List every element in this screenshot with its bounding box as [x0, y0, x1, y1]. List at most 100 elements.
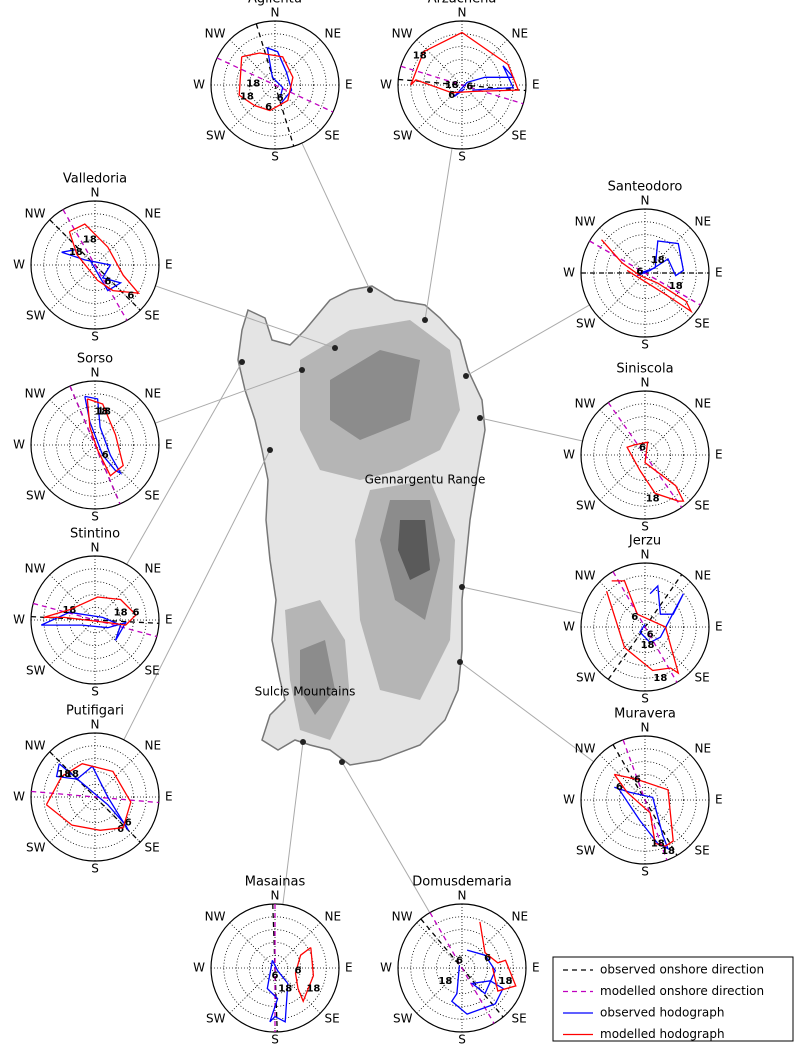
- hour-label: 18: [114, 607, 128, 618]
- compass-label: N: [91, 366, 100, 380]
- compass-label: SW: [576, 316, 596, 330]
- hour-label: 18: [499, 976, 513, 987]
- compass-label: NE: [324, 27, 341, 41]
- compass-label: W: [563, 448, 575, 462]
- hour-label: 18: [57, 769, 71, 780]
- plot-title: Masainas: [245, 875, 306, 890]
- compass-label: SW: [26, 308, 46, 322]
- compass-label: S: [458, 150, 466, 164]
- map-label: Sulcis Mountains: [255, 685, 356, 699]
- compass-label: SE: [144, 308, 159, 322]
- hour-label: 6: [484, 953, 491, 964]
- compass-label: NW: [25, 207, 46, 221]
- compass-label: S: [271, 150, 279, 164]
- hour-label: 6: [272, 971, 279, 982]
- plot-title: Muravera: [614, 707, 676, 722]
- hour-label: 6: [466, 81, 473, 92]
- compass-label: N: [458, 889, 467, 903]
- legend-label: observed hodograph: [600, 1006, 724, 1020]
- compass-label: W: [13, 613, 25, 627]
- compass-label: NE: [694, 742, 711, 756]
- compass-label: NE: [144, 739, 161, 753]
- polar-plot: NNEESESSWWNWDomusdemaria618618: [380, 875, 539, 1047]
- compass-label: NW: [575, 397, 596, 411]
- compass-label: SE: [694, 670, 709, 684]
- hour-label: 6: [631, 612, 638, 623]
- compass-label: E: [345, 961, 353, 975]
- connector: [466, 305, 590, 376]
- compass-label: NW: [575, 215, 596, 229]
- hour-label: 6: [295, 966, 302, 977]
- compass-label: E: [345, 78, 353, 92]
- compass-label: NW: [205, 27, 226, 41]
- hour-label: 18: [669, 281, 683, 292]
- hour-label: 18: [240, 92, 254, 103]
- station-dot: [457, 659, 463, 665]
- legend-label: modelled hodograph: [600, 1027, 725, 1041]
- compass-label: W: [563, 793, 575, 807]
- plot-title: Jerzu: [628, 534, 661, 549]
- compass-label: N: [91, 186, 100, 200]
- compass-label: NW: [25, 739, 46, 753]
- legend-label: modelled onshore direction: [600, 984, 764, 998]
- plot-title: Sorso: [77, 352, 113, 367]
- compass-label: S: [91, 685, 99, 699]
- plot-title: Aglientu: [248, 0, 302, 7]
- polar-plot: NNEESESSWWNWMasainas618618: [193, 875, 352, 1047]
- hour-label: 18: [651, 839, 665, 850]
- compass-label: SW: [26, 663, 46, 677]
- compass-label: E: [532, 78, 540, 92]
- compass-label: E: [165, 790, 173, 804]
- compass-label: SE: [694, 316, 709, 330]
- plot-title: Putifigari: [66, 704, 124, 719]
- compass-label: SE: [511, 128, 526, 142]
- polar-plot: NNEESESSWWNWPutifigari186186: [13, 704, 172, 876]
- compass-label: SW: [393, 128, 413, 142]
- plot-title: Valledoria: [63, 172, 127, 187]
- station-dot: [239, 359, 245, 365]
- compass-label: NW: [25, 562, 46, 576]
- legend-label: observed onshore direction: [600, 963, 764, 977]
- station-dot: [422, 317, 428, 323]
- compass-label: N: [91, 718, 100, 732]
- station-dot: [367, 287, 373, 293]
- compass-label: W: [13, 438, 25, 452]
- compass-label: NE: [694, 569, 711, 583]
- compass-label: NE: [144, 562, 161, 576]
- polar-plot: NNEESESSWWNWArzachena186186: [380, 0, 539, 164]
- station-dot: [332, 345, 338, 351]
- hour-label: 18: [646, 494, 660, 505]
- compass-label: SE: [324, 128, 339, 142]
- compass-label: NE: [511, 910, 528, 924]
- compass-label: S: [91, 330, 99, 344]
- compass-label: NW: [205, 910, 226, 924]
- polar-plot: NNEESESSWWNWStintino18186: [13, 527, 172, 699]
- compass-label: W: [563, 266, 575, 280]
- compass-label: NE: [144, 207, 161, 221]
- compass-label: N: [641, 194, 650, 208]
- compass-label: SW: [206, 1011, 226, 1025]
- compass-label: N: [271, 889, 280, 903]
- compass-label: S: [641, 865, 649, 879]
- plot-title: Stintino: [70, 527, 120, 542]
- compass-label: N: [458, 6, 467, 20]
- compass-label: E: [165, 258, 173, 272]
- compass-label: SE: [511, 1011, 526, 1025]
- polar-plot: NNEESESSWWNWAglientu186186: [193, 0, 352, 164]
- compass-label: E: [715, 620, 723, 634]
- hour-label: 6: [639, 442, 646, 453]
- compass-label: SW: [576, 498, 596, 512]
- hour-label: 6: [448, 90, 455, 101]
- compass-label: NW: [575, 569, 596, 583]
- compass-label: SW: [576, 843, 596, 857]
- compass-label: E: [165, 438, 173, 452]
- compass-label: SE: [694, 843, 709, 857]
- connector: [462, 587, 582, 613]
- hour-label: 18: [246, 79, 260, 90]
- plot-title: Arzachena: [428, 0, 497, 7]
- compass-label: E: [715, 793, 723, 807]
- station-dot: [299, 367, 305, 373]
